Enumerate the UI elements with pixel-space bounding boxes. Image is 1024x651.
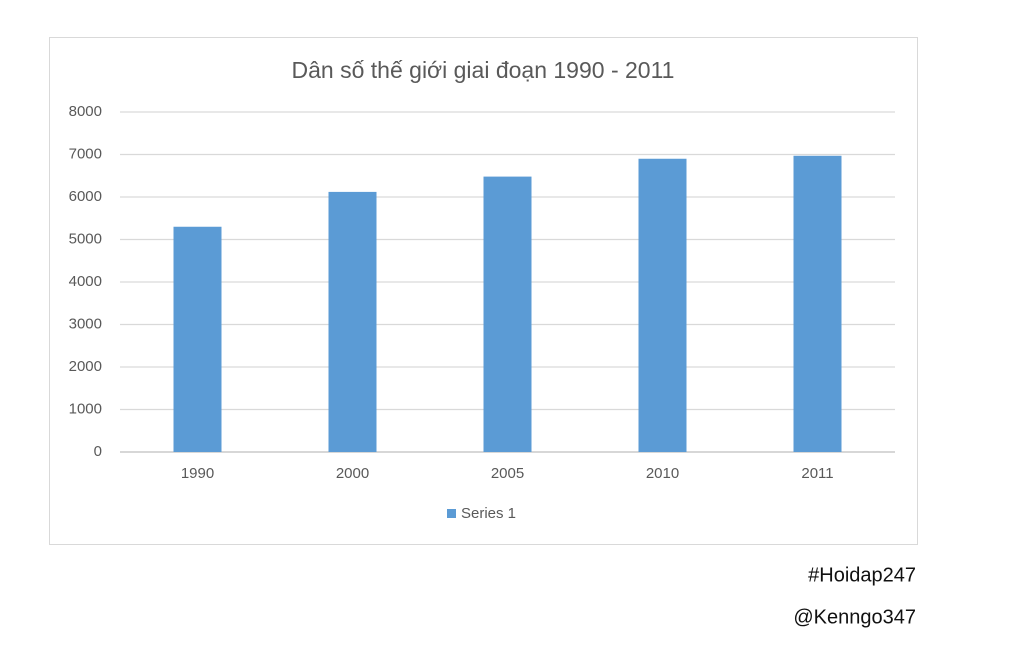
annotation: @Kenngo347 <box>793 606 916 628</box>
y-tick-label: 7000 <box>69 145 102 162</box>
bar <box>483 176 532 452</box>
y-tick-label: 1000 <box>69 400 102 417</box>
bar <box>638 158 687 452</box>
x-tick-label: 2005 <box>491 465 524 482</box>
legend-label: Series 1 <box>461 505 516 522</box>
bar <box>328 191 377 452</box>
y-tick-label: 4000 <box>69 273 102 290</box>
legend-swatch <box>447 509 456 518</box>
y-tick-label: 5000 <box>69 230 102 247</box>
annotation: #Hoidap247 <box>808 564 916 586</box>
bar <box>173 226 222 452</box>
x-tick-label: 2000 <box>336 465 369 482</box>
bar <box>793 155 842 452</box>
y-tick-label: 3000 <box>69 315 102 332</box>
x-tick-label: 1990 <box>181 465 214 482</box>
chart-title: Dân số thế giới giai đoạn 1990 - 2011 <box>292 57 675 83</box>
y-tick-label: 6000 <box>69 188 102 205</box>
y-tick-label: 0 <box>94 443 102 460</box>
y-tick-label: 2000 <box>69 358 102 375</box>
x-tick-label: 2011 <box>801 465 833 482</box>
x-tick-label: 2010 <box>646 465 679 482</box>
y-tick-label: 8000 <box>69 103 102 120</box>
